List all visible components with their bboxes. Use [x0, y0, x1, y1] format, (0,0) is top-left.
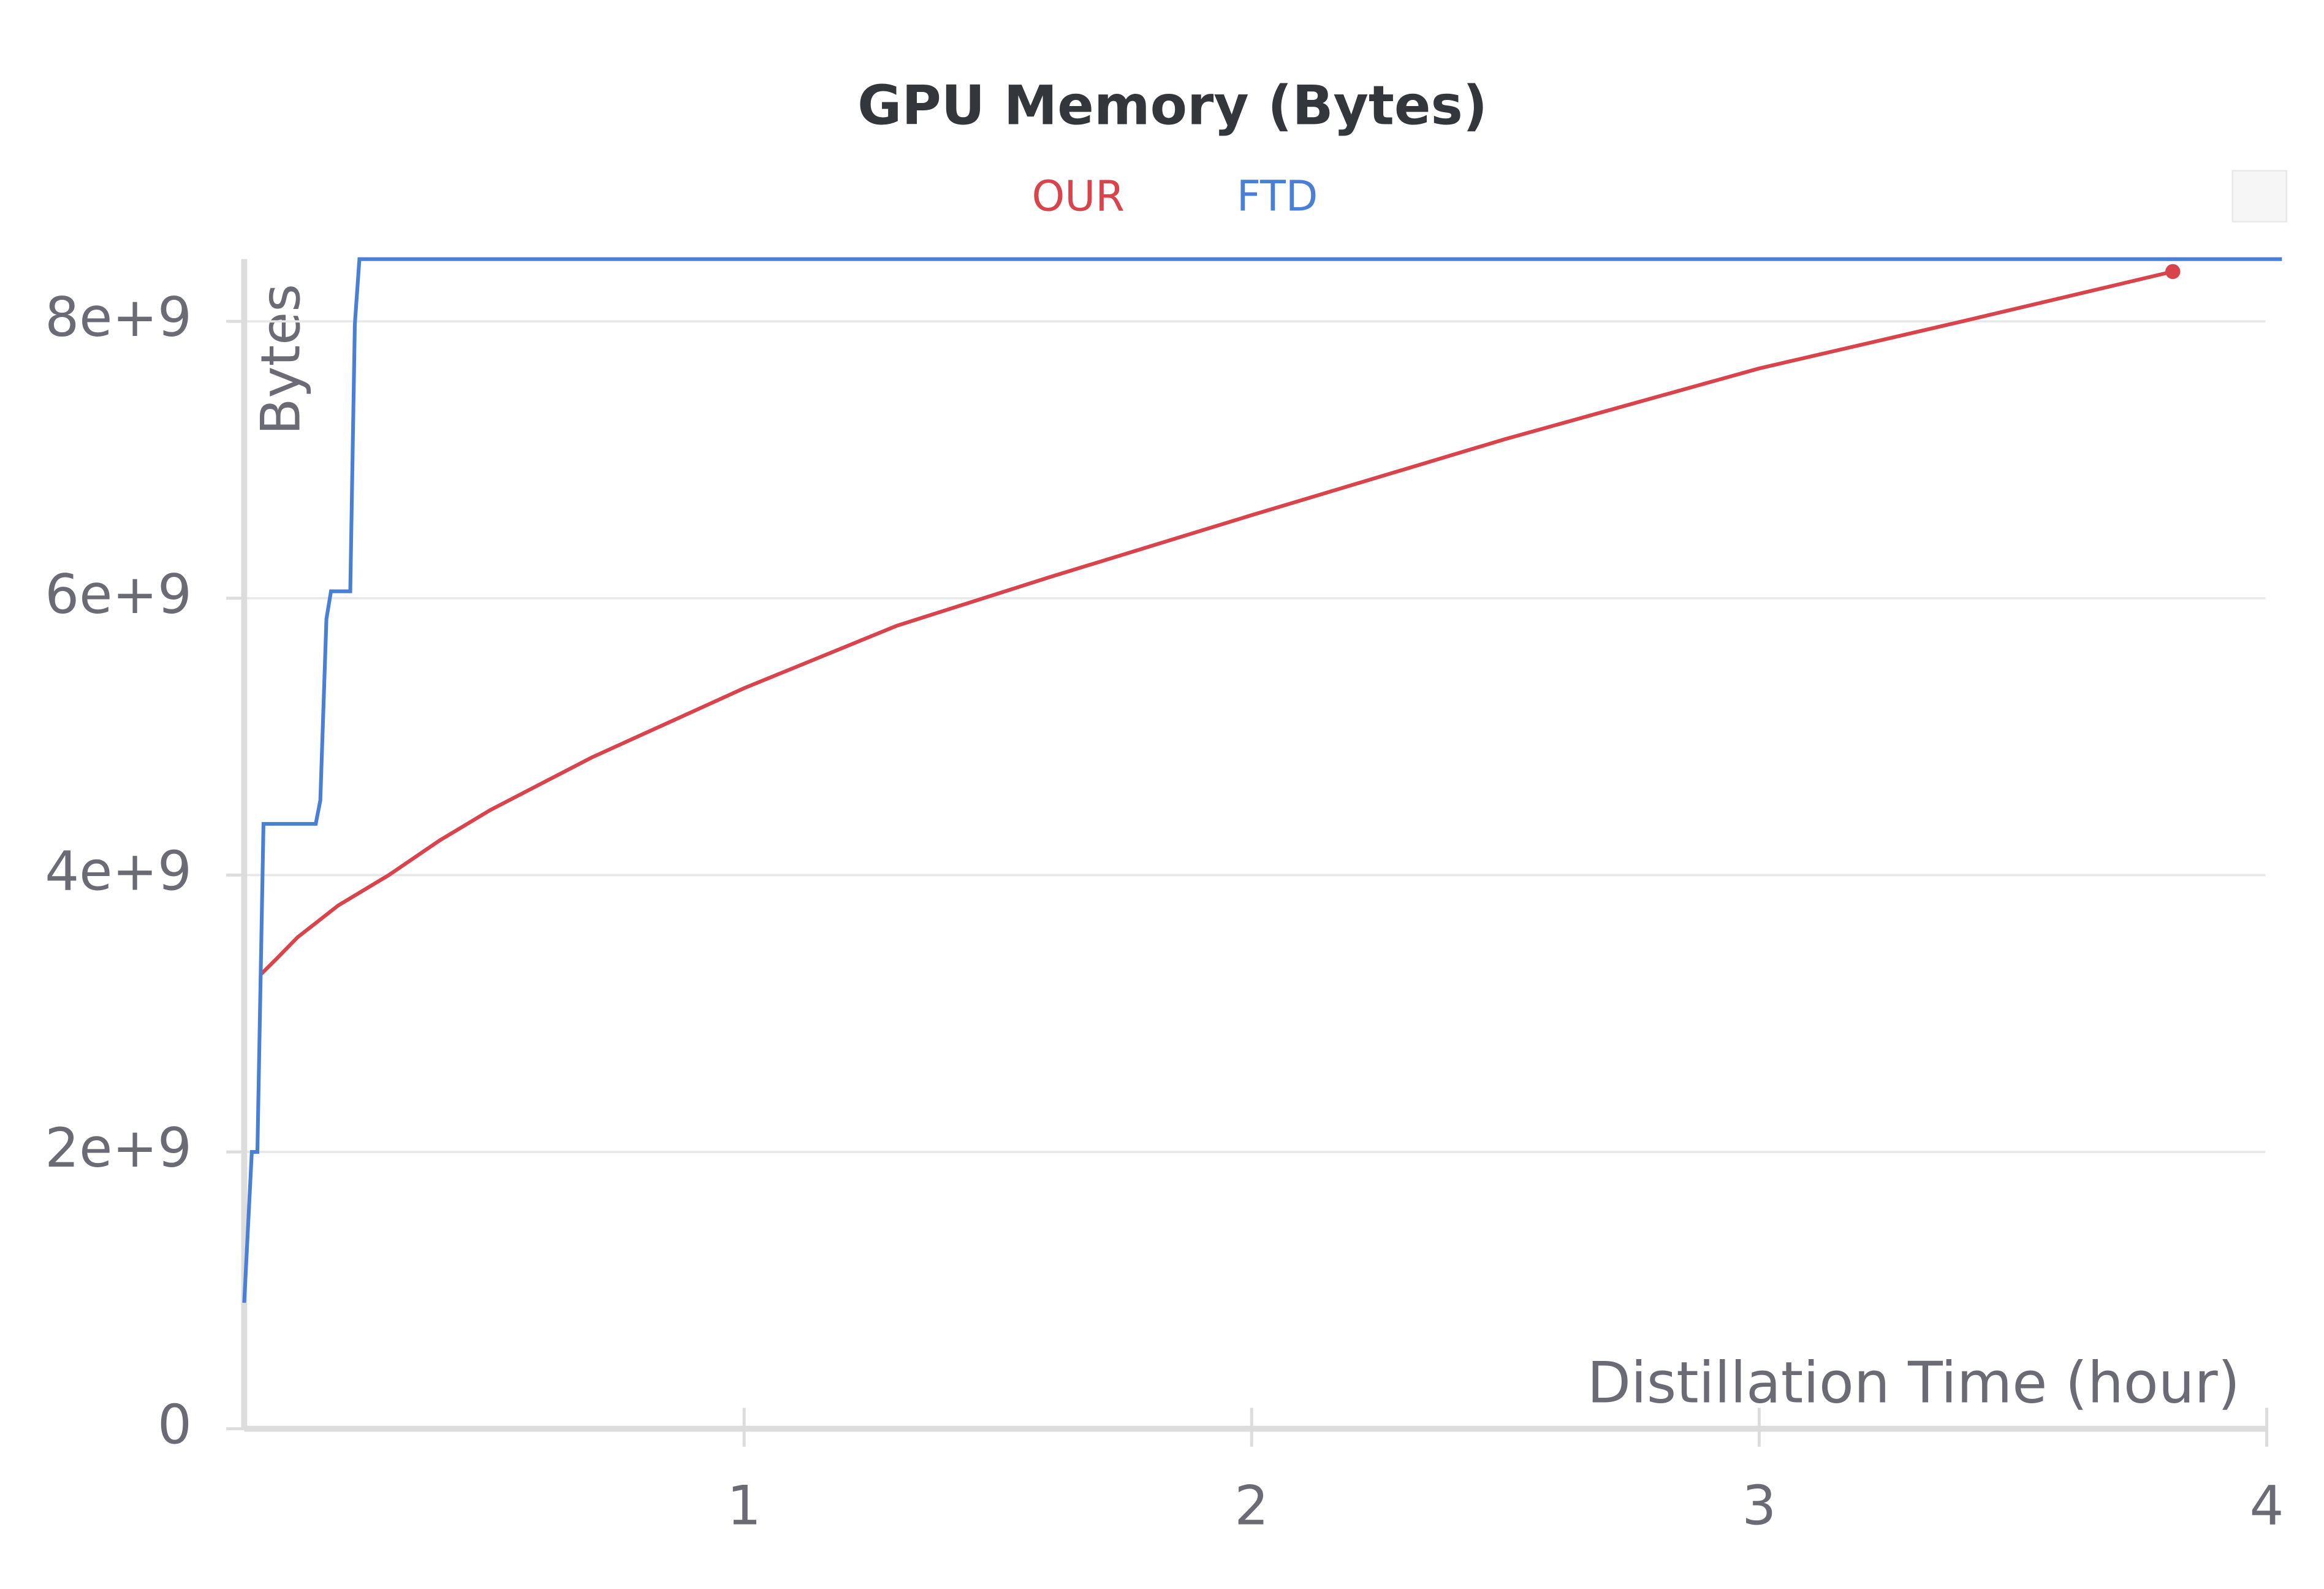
series-line: [259, 269, 2174, 977]
x-tick-label: 3: [1742, 1474, 1776, 1537]
panel-button[interactable]: [2231, 170, 2287, 223]
x-tick-label: 4: [2250, 1474, 2284, 1537]
y-tick-label: 6e+9: [45, 563, 192, 626]
y-tick-label: 8e+9: [45, 286, 192, 349]
x-axis-label: Distillation Time (hour): [1587, 1350, 2240, 1416]
end-point: [2165, 264, 2181, 280]
x-tick-label: 1: [727, 1474, 761, 1537]
y-tick-label: 0: [158, 1393, 192, 1457]
series-line: [242, 257, 2282, 1303]
legend-entry: OUR: [1031, 172, 1124, 221]
y-tick-label: 4e+9: [45, 839, 192, 902]
x-tick-label: 2: [1234, 1474, 1269, 1537]
chart-title: GPU Memory (Bytes): [857, 74, 1487, 137]
y-axis-label: Bytes: [249, 284, 312, 435]
y-tick-label: 2e+9: [45, 1116, 192, 1179]
legend-entry: FTD: [1237, 172, 1318, 221]
